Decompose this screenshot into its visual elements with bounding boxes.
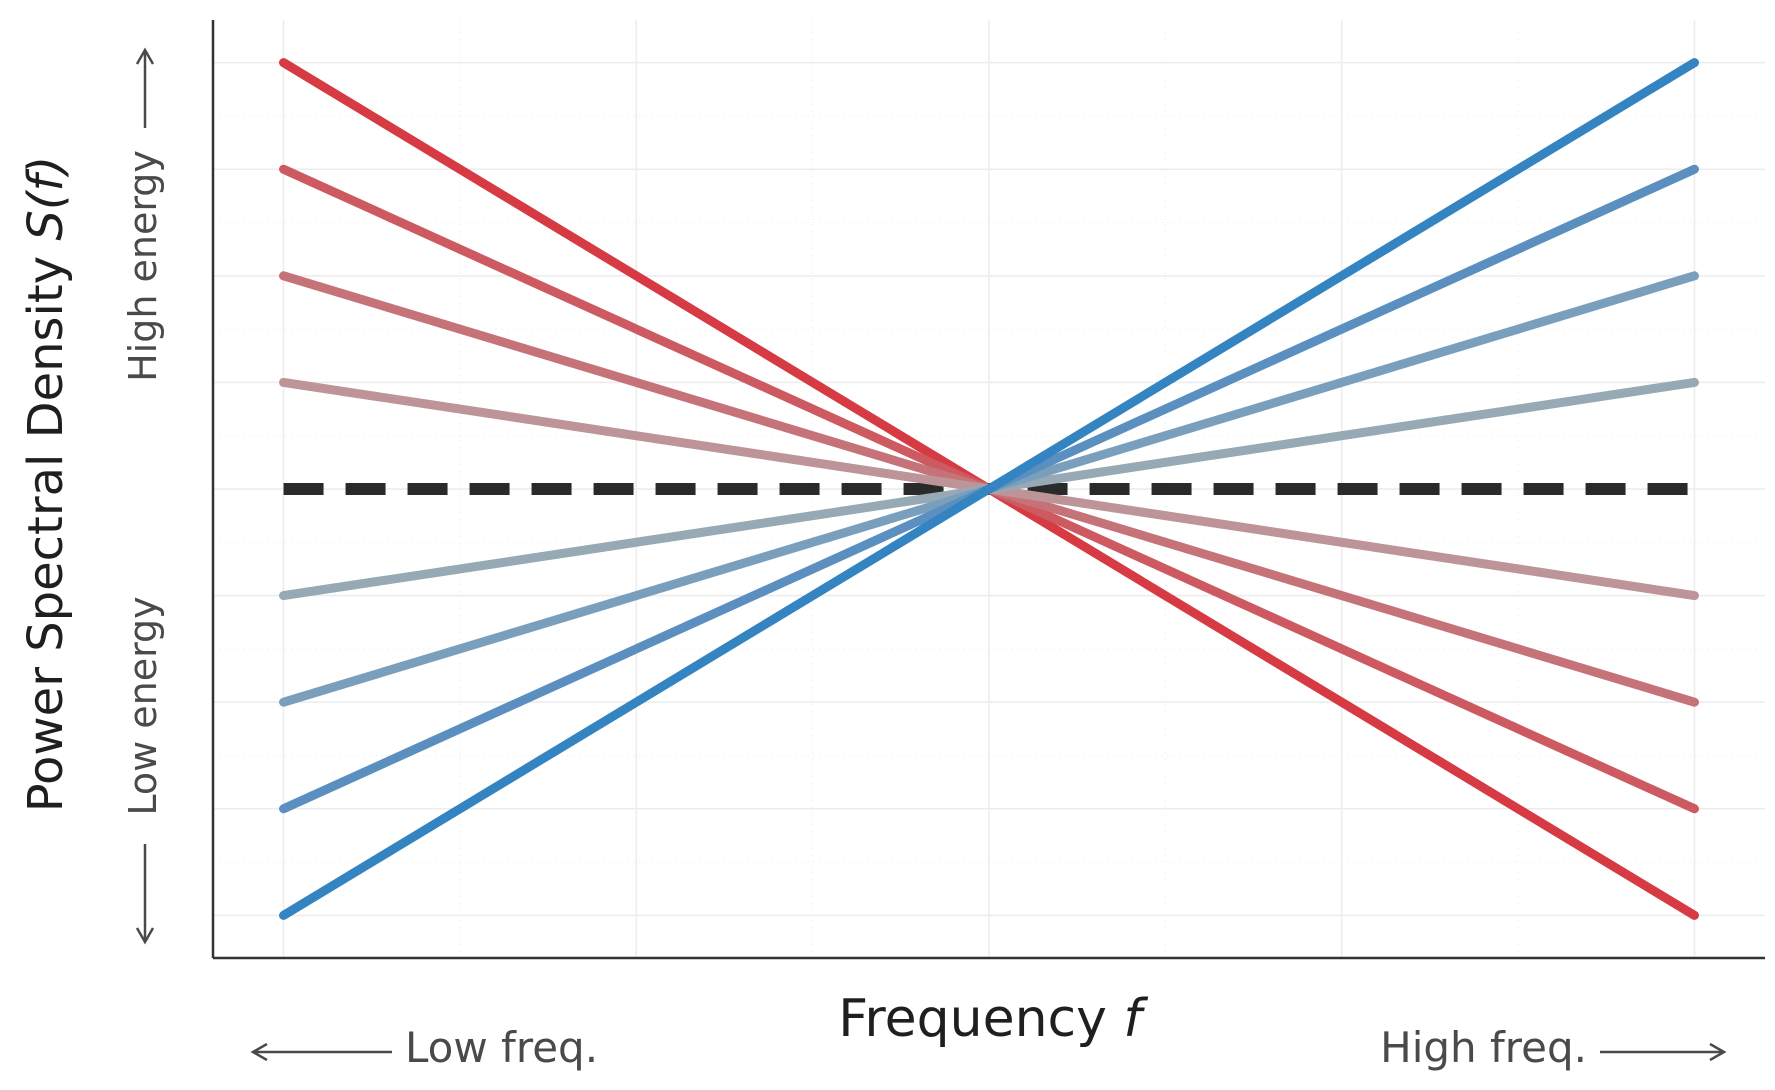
x-hint-high: High freq. xyxy=(1380,1023,1587,1072)
x-arrow-right-icon xyxy=(1600,1042,1727,1062)
y-arrow-up-icon xyxy=(135,47,155,128)
axes xyxy=(211,20,1765,960)
series-lines xyxy=(279,58,1699,920)
y-arrow-down-icon xyxy=(135,844,155,945)
x-axis-title: Frequency f xyxy=(838,989,1148,1049)
x-axis-symbol: f xyxy=(1123,989,1148,1049)
y-hint-high: High energy xyxy=(121,150,165,382)
x-arrow-left-icon xyxy=(250,1042,392,1062)
y-hint-low: Low energy xyxy=(121,596,165,815)
x-hint-low: Low freq. xyxy=(405,1023,598,1072)
series-line-8 xyxy=(279,58,1699,920)
y-axis-label: Power Spectral Density xyxy=(18,256,74,812)
y-axis-symbol: S(f) xyxy=(18,156,74,241)
y-axis-title: Power Spectral Density S(f) xyxy=(18,156,74,812)
x-axis-label: Frequency xyxy=(838,989,1107,1049)
